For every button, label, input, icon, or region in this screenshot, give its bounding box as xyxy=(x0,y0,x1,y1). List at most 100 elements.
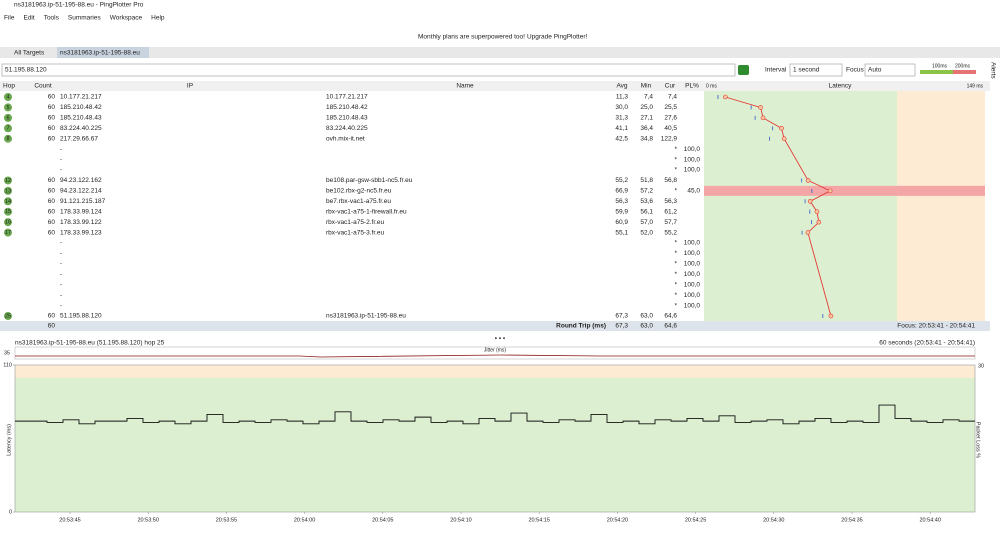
menu-item[interactable]: File xyxy=(4,15,15,22)
hostname: - xyxy=(60,167,62,174)
packet-loss: 100,0 xyxy=(684,271,701,278)
column-header[interactable]: Avg xyxy=(616,83,627,90)
min: 52,0 xyxy=(640,229,653,236)
target-input[interactable] xyxy=(1,63,736,77)
avg-dot xyxy=(807,199,813,204)
table-header-bg xyxy=(0,81,990,91)
hostname: 83.224.40.225 xyxy=(326,125,368,132)
packet-loss: 100,0 xyxy=(684,261,701,268)
focus-label: Focus xyxy=(846,67,864,74)
interval-select[interactable] xyxy=(789,63,843,77)
avg-dot xyxy=(816,219,822,225)
graph-good-zone xyxy=(15,378,975,512)
hostname: - xyxy=(60,281,62,288)
cur: * xyxy=(674,188,677,195)
hop-number: 6 xyxy=(6,115,9,121)
hop-number: 7 xyxy=(6,126,9,132)
column-header[interactable]: Latency xyxy=(829,83,853,90)
menu-item[interactable]: Tools xyxy=(44,15,60,22)
hostname: 185.210.48.42 xyxy=(326,104,368,111)
avg: 30,0 xyxy=(615,104,628,111)
hop-badge xyxy=(4,124,12,133)
avg: 31,3 xyxy=(615,115,628,122)
banner-link[interactable]: Upgrade PingPlotter! xyxy=(527,34,588,41)
min: 63,0 xyxy=(640,313,653,320)
menu-item[interactable]: Summaries xyxy=(68,15,102,22)
footer-cur: 64,6 xyxy=(664,323,677,330)
alerts-tab[interactable]: Alerts xyxy=(989,62,996,79)
hop-number: 17 xyxy=(5,230,11,236)
hostname: 185.210.48.43 xyxy=(326,115,368,122)
x-tick-label: 20:54:20 xyxy=(607,517,628,523)
interval-value[interactable]: 1 second xyxy=(793,67,820,74)
column-header[interactable]: PL% xyxy=(685,83,699,90)
ip: 178.33.99.122 xyxy=(60,219,102,226)
column-header[interactable]: Min xyxy=(641,83,652,90)
footer-label: Round Trip (ms) xyxy=(556,323,606,330)
count: 60 xyxy=(48,135,56,142)
ip: 185.210.48.43 xyxy=(60,115,102,122)
hop-badge xyxy=(4,228,12,237)
latency-axis-label: 0 ms xyxy=(706,83,717,89)
cur: 55,2 xyxy=(664,229,677,236)
splitter-dots[interactable]: • • • xyxy=(495,336,506,343)
column-header[interactable]: Hop xyxy=(3,83,15,90)
hostname: ns3181963.ip-51-195-88.eu xyxy=(326,313,406,320)
min: 36,4 xyxy=(640,125,653,132)
hostname: - xyxy=(60,146,62,153)
cur: * xyxy=(674,271,677,278)
hop-badge xyxy=(4,197,12,206)
avg-dot xyxy=(779,125,784,131)
focus-select[interactable] xyxy=(864,63,916,77)
column-header[interactable]: Name xyxy=(456,83,474,90)
menu-item[interactable]: Workspace xyxy=(110,15,143,22)
ip: 83.224.40.225 xyxy=(60,125,102,132)
y-tick-label: 110 xyxy=(3,362,12,368)
footer-bg xyxy=(0,321,990,331)
footer-count: 60 xyxy=(48,323,56,330)
focus-value[interactable]: Auto xyxy=(868,67,882,74)
target-text[interactable]: 51.195.88.120 xyxy=(5,67,47,74)
column-header[interactable]: IP xyxy=(187,83,193,90)
ip: 178.33.99.123 xyxy=(60,229,102,236)
active-tab[interactable] xyxy=(57,47,149,58)
avg: 56,3 xyxy=(615,198,628,205)
avg-dot xyxy=(723,94,728,100)
column-header[interactable]: Count xyxy=(34,83,52,90)
min: 57,2 xyxy=(640,188,653,195)
count: 60 xyxy=(48,198,56,205)
latency-axis-label: 149 ms xyxy=(967,83,984,89)
x-tick-label: 20:54:30 xyxy=(763,517,784,523)
title-bar xyxy=(0,0,1000,11)
hostname: rbx-vac1-a75-3.fr.eu xyxy=(326,229,385,236)
cur: 56,8 xyxy=(664,177,677,184)
cur: 61,2 xyxy=(664,208,677,215)
hostname: be108.par-gsw-sbb1-nc5.fr.eu xyxy=(326,177,413,184)
packet-loss: 100,0 xyxy=(684,240,701,247)
cur: 57,7 xyxy=(664,219,677,226)
cur: 27,6 xyxy=(664,115,677,122)
footer-focus: Focus: 20:53:41 - 20:54:41 xyxy=(897,323,975,330)
cur: 64,6 xyxy=(664,313,677,320)
ip: 94.23.122.162 xyxy=(60,177,102,184)
play-button[interactable] xyxy=(738,65,749,75)
hop-badge xyxy=(4,113,12,122)
scale-bar xyxy=(920,70,976,74)
min: 51,8 xyxy=(640,177,653,184)
avg: 67,3 xyxy=(615,313,628,320)
tab[interactable]: ns3181963.ip-51-195-88.eu xyxy=(60,50,140,57)
menu-item[interactable]: Help xyxy=(151,15,165,22)
hop-badge xyxy=(4,186,12,195)
menu-item[interactable]: Edit xyxy=(23,15,34,22)
scale-label: 100ms xyxy=(932,63,948,69)
column-header[interactable]: Cur xyxy=(665,83,676,90)
scale-label: 200ms xyxy=(955,63,971,69)
count: 60 xyxy=(48,104,56,111)
ip: 10.177.21.217 xyxy=(60,94,102,101)
tab[interactable]: All Targets xyxy=(14,50,45,57)
hop-badge xyxy=(4,134,12,143)
avg-dot xyxy=(758,105,763,110)
hop-badge xyxy=(4,312,12,321)
min: 34,8 xyxy=(640,135,653,142)
